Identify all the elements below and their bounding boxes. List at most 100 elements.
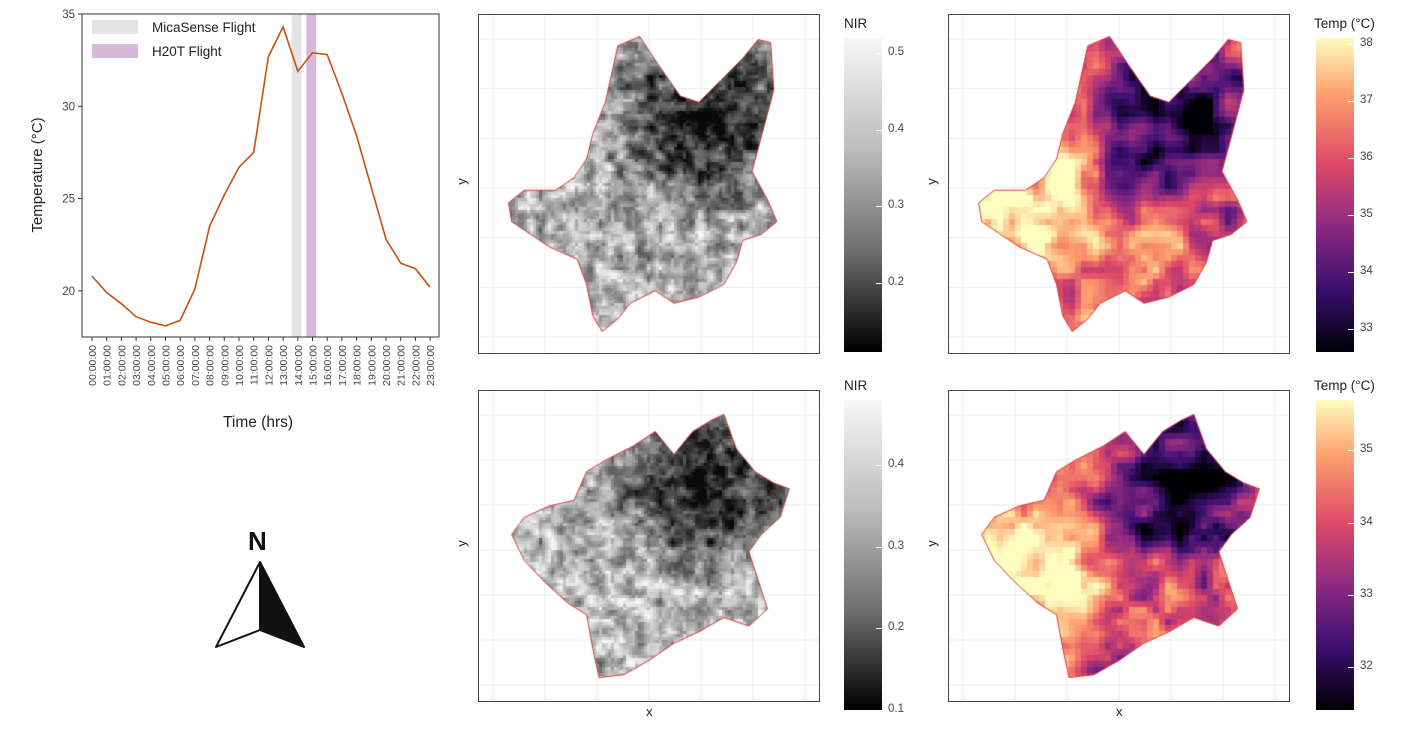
- x-tick-label: 14:00:00: [293, 345, 305, 386]
- temperature-line-chart: 20 25 30 35 00:00:00 01:00:00 02:00:00 03:00:00…: [29, 9, 440, 431]
- x-tick-label: 19:00:00: [366, 345, 378, 386]
- colorbar-tick-mark: [1348, 100, 1354, 102]
- colorbar-tick-label: 0.3: [888, 199, 904, 212]
- colorbar-tick-mark: [876, 546, 882, 548]
- colorbar-tick-mark: [876, 628, 882, 630]
- colorbar-nir-bottom: NIR 0.4 0.3 0.2 0.1: [842, 376, 904, 716]
- y-tick-label: 20: [62, 286, 75, 298]
- flight-band: [291, 14, 302, 337]
- colorbar-tick-mark: [1348, 43, 1354, 45]
- colorbar-title-nir-bottom: NIR: [844, 378, 868, 393]
- temp-raster-bottom: [949, 391, 1289, 701]
- colorbar-title-temp-top: Temp (°C): [1314, 16, 1375, 31]
- x-tick-label: 06:00:00: [175, 345, 187, 386]
- map-panel-nir-bottom: [478, 390, 820, 702]
- nir-raster-top: [479, 15, 819, 353]
- x-tick-label: 18:00:00: [352, 345, 364, 386]
- map-panel-temp-top: [948, 14, 1290, 354]
- x-label-temp-bottom: x: [1116, 704, 1123, 719]
- colorbar-nir-top: NIR 0.5 0.4 0.3 0.2: [842, 14, 904, 354]
- colorbar-temp-bottom: Temp (°C) 35 34 33 32: [1314, 376, 1402, 716]
- x-tick-label: 12:00:00: [263, 345, 275, 386]
- x-tick-label: 23:00:00: [425, 345, 437, 386]
- map-panel-nir-top: [478, 14, 820, 354]
- colorbar-tick-mark: [1348, 272, 1354, 274]
- temperature-series-line: [91, 24, 431, 327]
- colorbar-tick-mark: [876, 129, 882, 131]
- x-tick-label: 08:00:00: [205, 345, 217, 386]
- x-tick-label: 00:00:00: [87, 345, 99, 386]
- x-tick-label: 22:00:00: [410, 345, 422, 386]
- colorbar-tick-label: 35: [1360, 207, 1373, 220]
- x-tick-label: 09:00:00: [219, 345, 231, 386]
- legend-swatch-h20t: [92, 44, 138, 58]
- plot-panel-border: [81, 13, 440, 338]
- x-tick-label: 13:00:00: [278, 345, 290, 386]
- colorbar-gradient-nir-bottom: [844, 400, 882, 710]
- flight-bands: [291, 14, 317, 337]
- x-tick-label: 11:00:00: [249, 345, 261, 385]
- y-tick-label: 30: [62, 101, 75, 113]
- colorbar-tick-mark: [1348, 594, 1354, 596]
- map-panel-temp-bottom: [948, 390, 1290, 702]
- x-tick-label: 03:00:00: [131, 345, 143, 386]
- y-tick-label: 25: [62, 194, 75, 206]
- colorbar-tick-label: 32: [1360, 659, 1373, 672]
- x-tick-label: 20:00:00: [381, 345, 393, 386]
- colorbar-tick-mark: [1348, 214, 1354, 216]
- colorbar-tick-mark: [876, 283, 882, 285]
- x-tick-label: 01:00:00: [102, 345, 114, 386]
- colorbar-tick-mark: [876, 206, 882, 208]
- colorbar-title-temp-bottom: Temp (°C): [1314, 378, 1375, 393]
- y-label-temp-bottom: y: [923, 540, 939, 547]
- y-label-nir-bottom: y: [453, 540, 469, 547]
- colorbar-tick-mark: [1348, 329, 1354, 331]
- colorbar-tick-label: 0.2: [888, 621, 904, 634]
- colorbar-gradient-temp-top: [1316, 38, 1354, 352]
- colorbar-tick-mark: [1348, 450, 1354, 452]
- y-axis-title: Temperature (°C): [29, 117, 46, 232]
- colorbar-gradient-nir-top: [844, 38, 882, 352]
- x-tick-label: 04:00:00: [146, 345, 158, 386]
- colorbar-tick-label: 33: [1360, 587, 1373, 600]
- colorbar-title-nir-top: NIR: [844, 16, 868, 31]
- colorbar-tick-label: 36: [1360, 150, 1373, 163]
- legend-label-h20t: H20T Flight: [152, 44, 222, 59]
- colorbar-tick-label: 0.5: [888, 46, 904, 59]
- north-arrow-icon: [215, 561, 305, 648]
- x-tick-label: 21:00:00: [396, 345, 408, 386]
- x-tick-label: 15:00:00: [308, 345, 320, 386]
- colorbar-tick-mark: [1348, 157, 1354, 159]
- x-tick-label: 10:00:00: [234, 345, 246, 386]
- flight-band: [306, 14, 317, 337]
- x-axis-title: Time (hrs): [223, 414, 293, 431]
- colorbar-tick-mark: [876, 465, 882, 467]
- colorbar-tick-label: 0.4: [888, 458, 904, 471]
- colorbar-tick-label: 0.2: [888, 276, 904, 289]
- colorbar-temp-top: Temp (°C) 38 37 36 35 34 33: [1314, 14, 1402, 354]
- y-label-temp-top: y: [923, 178, 939, 185]
- colorbar-gradient-temp-bottom: [1316, 400, 1354, 710]
- colorbar-tick-label: 34: [1360, 265, 1373, 278]
- colorbar-tick-mark: [876, 710, 882, 711]
- y-tick-label: 35: [62, 9, 75, 21]
- colorbar-tick-label: 0.4: [888, 122, 904, 135]
- colorbar-tick-mark: [1348, 522, 1354, 524]
- line-chart-axes: 20 25 30 35 00:00:00 01:00:00 02:00:00 03:00:00…: [62, 9, 437, 386]
- colorbar-tick-label: 0.3: [888, 539, 904, 552]
- north-label: N: [248, 526, 267, 556]
- colorbar-tick-label: 35: [1360, 443, 1373, 456]
- colorbar-tick-label: 0.1: [888, 703, 904, 715]
- nir-raster-bottom: [479, 391, 819, 701]
- x-tick-label: 16:00:00: [322, 345, 334, 386]
- colorbar-tick-mark: [1348, 666, 1354, 668]
- x-tick-label: 07:00:00: [190, 345, 202, 386]
- north-arrow: N: [210, 526, 310, 656]
- line-chart-legend: MicaSense Flight H20T Flight: [92, 20, 256, 59]
- colorbar-tick-label: 37: [1360, 93, 1373, 106]
- colorbar-tick-mark: [876, 53, 882, 55]
- y-label-nir-top: y: [453, 178, 469, 185]
- colorbar-tick-label: 34: [1360, 515, 1373, 528]
- colorbar-tick-label: 38: [1360, 36, 1373, 49]
- x-tick-label: 02:00:00: [116, 345, 128, 386]
